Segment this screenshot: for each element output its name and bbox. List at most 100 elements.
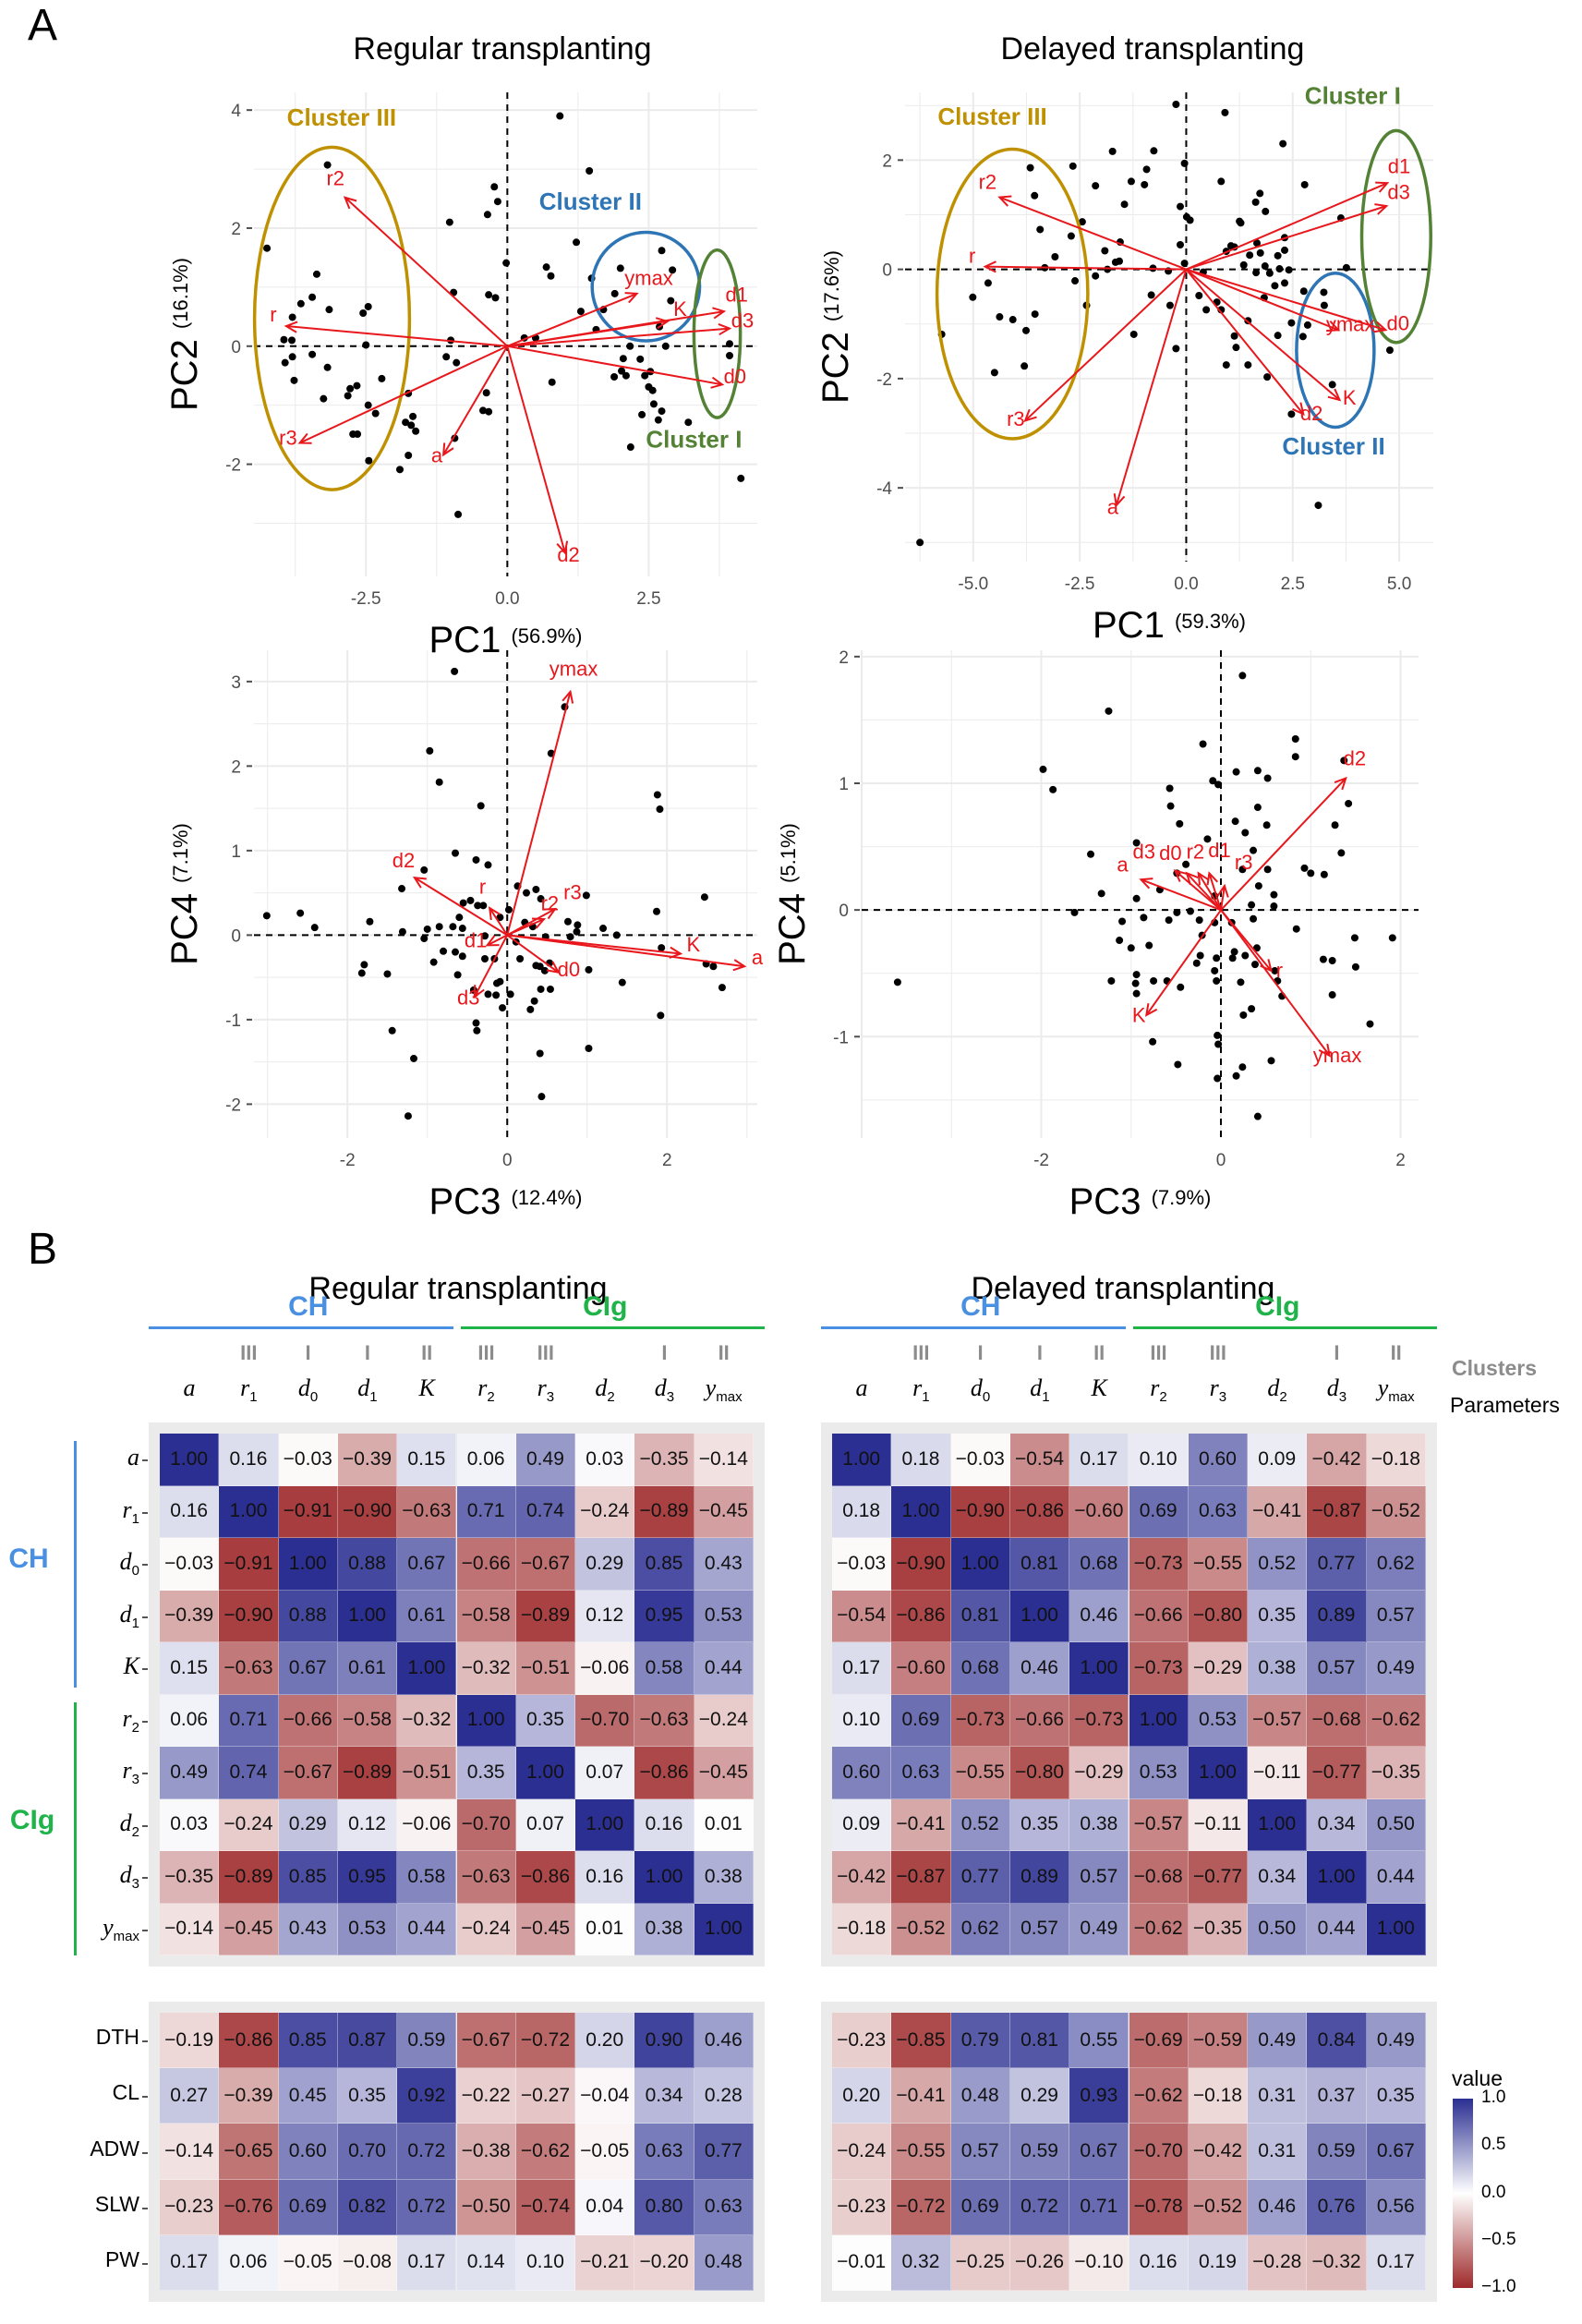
arrowhead-icon: [1197, 871, 1210, 886]
title-regular-heatmap: Regular transplanting: [308, 1271, 608, 1306]
heatmap-cell: −0.91: [219, 1538, 279, 1591]
data-point: [1087, 850, 1095, 858]
loading-arrow: d3: [507, 309, 754, 347]
label-base: CL: [112, 2080, 139, 2105]
data-point: [1337, 849, 1346, 857]
data-point: [1131, 979, 1140, 987]
loading-arrow: d0: [1186, 268, 1409, 334]
heatmap-cell: 0.61: [337, 1642, 398, 1695]
cluster-label: Cluster I: [1305, 81, 1401, 109]
data-point: [1263, 774, 1272, 782]
heatmap-cell: 0.38: [694, 1851, 754, 1904]
loading-label: d2: [1300, 402, 1322, 425]
heatmap-cell: −0.50: [456, 2179, 516, 2235]
x-axis-name: PC1: [429, 620, 512, 660]
heatmap-cell: 0.04: [575, 2179, 635, 2235]
arrow-shaft: [344, 197, 509, 347]
data-point: [1071, 277, 1080, 285]
y-tick-label: -4: [876, 479, 892, 499]
heatmap-cell: 0.03: [160, 1798, 220, 1851]
heatmap-cell: −0.52: [1366, 1485, 1426, 1538]
loading-label: K: [1343, 386, 1357, 409]
row-label: PW: [56, 2247, 139, 2272]
heatmap-cell: −0.78: [1129, 2179, 1189, 2235]
data-point: [1132, 989, 1141, 998]
row-label: r2: [56, 1705, 139, 1736]
heatmap-cell: 0.07: [515, 1798, 576, 1851]
heatmap-cell: 0.63: [694, 2179, 754, 2235]
x-axis-title: PC3 (7.9%): [1069, 1181, 1212, 1222]
row-tick: [142, 2096, 148, 2099]
heatmap-cell: −0.63: [456, 1851, 516, 1904]
heatmap-cell: −0.24: [575, 1485, 635, 1538]
arrowhead-icon: [441, 442, 454, 457]
heatmap-cell: 0.72: [1009, 2179, 1070, 2235]
heatmap-cell: 0.49: [1366, 1642, 1426, 1695]
label-base: ADW: [90, 2136, 139, 2161]
heatmap-cell: −0.62: [1366, 1694, 1426, 1747]
heatmap-cell: 0.95: [634, 1590, 694, 1642]
arrow-shaft: [1186, 268, 1339, 332]
arrow-shaft: [473, 934, 509, 998]
data-point: [969, 293, 977, 301]
heatmap-cell: 0.77: [1307, 1538, 1367, 1591]
loading-arrow: a: [507, 934, 764, 972]
heatmap-cell: −0.03: [278, 1434, 338, 1486]
heatmap-cell: 0.69: [278, 2179, 338, 2235]
heatmap-cell: −0.72: [891, 2179, 951, 2235]
row-label: CL: [56, 2080, 139, 2105]
x-axis-title: PC1 (56.9%): [429, 620, 583, 660]
arrow-shaft: [507, 320, 668, 347]
loading-label: r: [270, 303, 276, 326]
label-subscript: 3: [1218, 1389, 1227, 1406]
loading-arrow: d3: [1186, 181, 1410, 271]
heatmap-cell: −0.45: [515, 1903, 576, 1955]
heatmap-cell: −0.58: [456, 1590, 516, 1642]
data-point: [654, 416, 662, 424]
loading-label: d1: [465, 929, 487, 952]
data-point: [709, 962, 718, 971]
row-label: ymax: [56, 1914, 139, 1944]
loading-arrow: K: [1132, 909, 1222, 1026]
heatmap-cell: 0.46: [1069, 1590, 1129, 1642]
column-cluster: I: [305, 1341, 311, 1364]
data-point: [506, 990, 514, 999]
arrowhead-icon: [710, 376, 725, 389]
loading-arrow: r2: [326, 166, 509, 347]
label-subscript: 3: [546, 1389, 555, 1406]
heatmap-cell: 0.67: [397, 1538, 457, 1591]
heatmap-cell: 0.58: [634, 1642, 694, 1695]
heatmap-cell: 0.72: [397, 2179, 457, 2235]
data-point: [1270, 890, 1278, 899]
heatmap-cell: −0.24: [219, 1798, 279, 1851]
data-point: [502, 259, 511, 267]
heatmap-cell: 0.01: [575, 1903, 635, 1955]
loading-arrow: d1: [1206, 839, 1231, 911]
heatmap-cell: 0.58: [397, 1851, 457, 1904]
data-point: [1314, 502, 1322, 510]
arrowhead-icon: [473, 985, 485, 999]
data-point: [1274, 332, 1282, 340]
column-label: r2: [1129, 1374, 1189, 1405]
heatmap-cell: 1.00: [1366, 1903, 1426, 1955]
data-point: [1253, 1112, 1262, 1120]
title-delayed-pca: Delayed transplanting: [1000, 31, 1305, 67]
data-point: [1022, 326, 1031, 334]
data-point: [619, 355, 627, 363]
data-point: [1192, 959, 1201, 967]
arrow-shaft: [1220, 885, 1226, 911]
heatmap-cell: 0.53: [1188, 1694, 1249, 1747]
x-axis-percent: (56.9%): [511, 624, 582, 648]
data-point: [556, 112, 564, 120]
data-point: [1385, 346, 1394, 355]
label-base: SLW: [94, 2191, 139, 2216]
data-point: [1008, 316, 1017, 324]
heatmap-cell: 1.00: [456, 1694, 516, 1747]
data-point: [1239, 1011, 1248, 1019]
loading-label: d3: [457, 986, 479, 1010]
y-axis-percent: (17.6%): [820, 250, 843, 321]
heatmap-cell: −0.90: [337, 1485, 398, 1538]
arrowhead-icon: [1144, 1002, 1158, 1017]
heatmap-cell: 0.35: [1248, 1590, 1308, 1642]
heatmap-cell: 0.16: [160, 1485, 220, 1538]
